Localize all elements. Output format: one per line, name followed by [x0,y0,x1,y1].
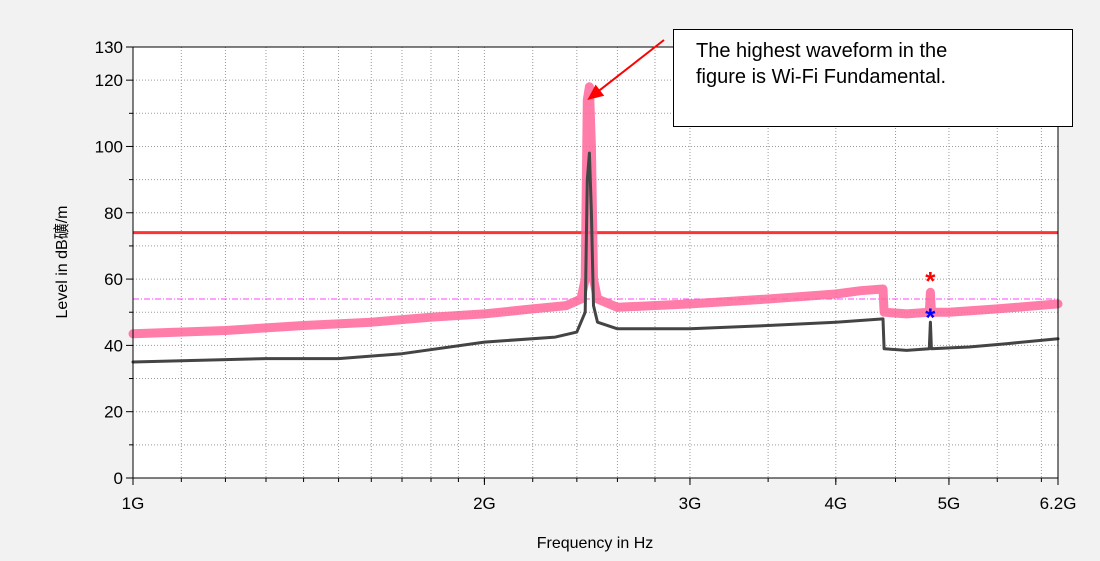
y-axis-title: Level in dB礦/m [53,206,71,319]
average-trace [131,151,1060,364]
arrow-line [596,39,665,93]
peak-trace [128,82,1063,339]
axes: 0 20 40 60 80 100 120 130 1G 2G 3G 4G 5G 6.2G [95,38,1077,513]
x-tick-label: 3G [679,494,702,513]
marker: * [925,266,936,296]
marker: * [925,303,936,333]
series-layer [128,82,1063,364]
annotation-arrow [587,39,665,101]
y-tick-label: 20 [104,403,123,422]
y-tick-label: 40 [104,336,123,355]
x-tick-label: 6.2G [1040,494,1077,513]
x-axis-title: Frequency in Hz [537,535,654,552]
annotation-line-2: figure is Wi-Fi Fundamental. [696,66,947,88]
annotation-box: The highest waveform in the figure is Wi… [673,29,1073,127]
x-tick-label: 1G [122,494,145,513]
annotation-line-1: The highest waveform in the [696,40,948,62]
y-tick-label: 100 [95,137,123,156]
y-tick-label: 130 [95,38,123,57]
plot-border [132,46,1059,479]
y-tick-label: 80 [104,204,123,223]
x-tick-label: 5G [938,494,961,513]
y-tick-label: 120 [95,71,123,90]
arrow-head [587,84,605,101]
y-tick-label: 60 [104,270,123,289]
x-tick-label: 4G [824,494,847,513]
y-tick-label: 0 [114,469,123,488]
markers: ** [925,266,936,332]
x-tick-label: 2G [473,494,496,513]
